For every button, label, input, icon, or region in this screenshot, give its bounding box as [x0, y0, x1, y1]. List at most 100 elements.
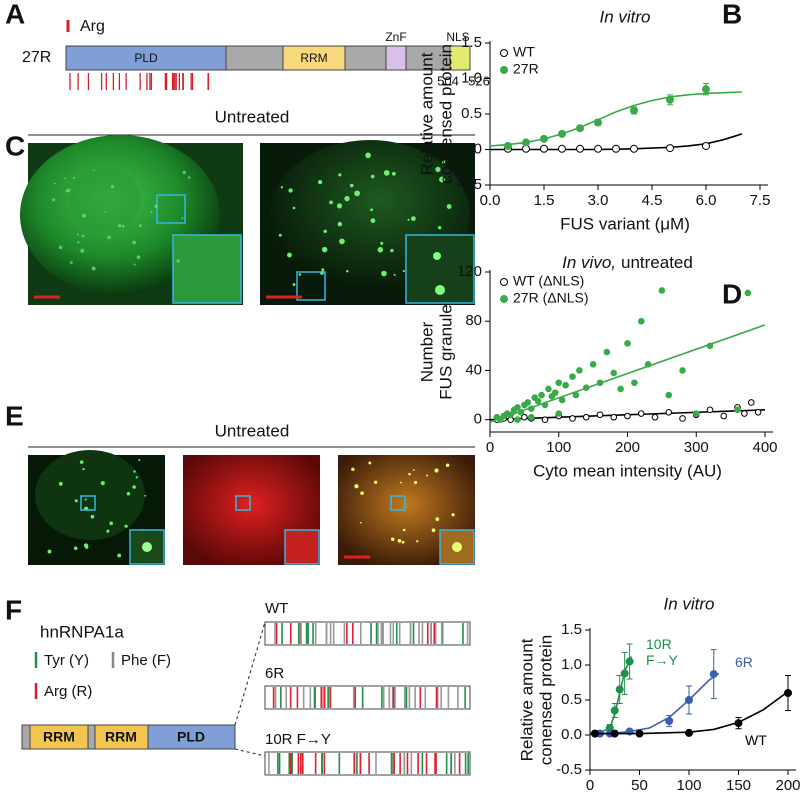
roi: [80, 495, 96, 511]
granule: [391, 537, 395, 541]
granule: [81, 234, 85, 238]
granule: [368, 461, 372, 465]
panel-label: F: [5, 594, 22, 625]
data-point: [692, 410, 700, 417]
y-tick-label: 0.0: [461, 140, 482, 157]
granule: [317, 180, 323, 185]
key-label: Arg (R): [44, 683, 92, 700]
x-tick-label: 150: [726, 777, 751, 794]
y-tick-label: 0: [474, 411, 482, 428]
key-label: Tyr (Y): [44, 652, 89, 669]
y-axis-label: Relative amount: [417, 52, 436, 175]
data-point: [552, 389, 559, 396]
granule: [90, 514, 95, 519]
granule: [65, 189, 69, 193]
granule: [58, 481, 63, 486]
granule: [292, 206, 296, 210]
granule: [133, 263, 136, 266]
granule: [397, 538, 402, 543]
data-point: [734, 719, 743, 728]
data-point: [741, 410, 748, 417]
domain-label: NLS: [446, 30, 469, 44]
granule: [150, 211, 153, 214]
granule: [80, 248, 85, 253]
data-point: [507, 411, 514, 419]
data-point: [534, 397, 542, 405]
granule: [82, 468, 85, 471]
legend-marker: [500, 49, 508, 57]
granule: [401, 540, 405, 544]
data-point: [644, 361, 652, 368]
granule: [58, 245, 63, 250]
granule: [407, 218, 410, 221]
title-part: In vivo,: [562, 253, 616, 272]
granule: [110, 185, 115, 189]
granule: [121, 224, 125, 228]
granule: [93, 169, 95, 172]
x-tick-label: 4.5: [642, 192, 663, 209]
y-axis-label: conensed protein: [536, 635, 555, 765]
granule: [181, 217, 184, 220]
legend-label: 27R (ΔNLS): [513, 290, 588, 306]
data-point: [569, 373, 576, 380]
chart-title: In vitro: [599, 7, 650, 26]
data-point: [594, 144, 602, 153]
fit-line: [589, 656, 633, 735]
cell: [35, 450, 145, 540]
x-tick-label: 200: [615, 439, 640, 456]
data-point: [624, 412, 631, 420]
granule: [336, 203, 343, 209]
x-tick-label: 100: [546, 439, 571, 456]
data-point: [562, 381, 569, 389]
data-point: [706, 406, 714, 414]
granule: [452, 542, 462, 552]
granule: [138, 459, 141, 462]
granule: [416, 540, 419, 543]
granule: [383, 170, 390, 176]
granule: [74, 499, 78, 503]
domain-label: RRM: [300, 51, 327, 65]
series-label: 6R: [735, 654, 753, 670]
data-point: [576, 124, 584, 133]
y-tick-label: 40: [465, 361, 482, 378]
series-label: 10R F→Y: [646, 636, 678, 668]
granule: [84, 498, 87, 501]
granule: [182, 170, 186, 175]
data-point: [702, 85, 710, 94]
granule: [329, 200, 333, 205]
fit-line: [489, 91, 743, 147]
granule: [142, 542, 152, 552]
series-label: WT: [745, 732, 767, 748]
legend-marker: [500, 66, 508, 74]
granule: [85, 545, 89, 549]
y-tick-label: 1.5: [561, 621, 582, 638]
y-tick-label: 1.0: [561, 656, 582, 673]
granule: [288, 188, 293, 193]
inset: [129, 529, 165, 565]
granule: [426, 474, 429, 477]
granule: [64, 177, 66, 180]
granule: [154, 204, 158, 208]
nucleus: [70, 168, 140, 232]
x-axis-label: FUS variant (μM): [560, 214, 690, 233]
arg-label: Arg: [80, 18, 105, 35]
data-point: [734, 406, 741, 414]
key-label: Phe (F): [121, 652, 171, 669]
granule: [337, 221, 343, 227]
data-point: [572, 391, 580, 399]
sequence-bar: [264, 685, 471, 710]
granule: [451, 513, 455, 517]
y-axis-label: Number: [417, 321, 436, 382]
granule: [349, 183, 354, 188]
domain-label: RRM: [105, 729, 137, 745]
granule: [339, 238, 345, 245]
data-point: [666, 144, 674, 153]
y-tick-label: 0.5: [461, 105, 482, 122]
chart-title: In vivo, untreated: [562, 253, 693, 272]
data-point: [524, 399, 532, 406]
nls-domain: [449, 45, 471, 71]
granule: [400, 481, 402, 484]
granule: [107, 235, 111, 240]
title-part: untreated: [621, 253, 693, 272]
data-point: [624, 340, 631, 347]
